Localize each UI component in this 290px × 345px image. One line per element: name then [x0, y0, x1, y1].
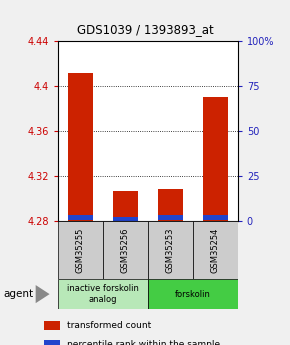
Text: forskolin: forskolin: [175, 289, 211, 299]
Text: GSM35255: GSM35255: [76, 227, 85, 273]
Text: GSM35254: GSM35254: [211, 227, 220, 273]
Bar: [203, 98, 228, 221]
Bar: [158, 189, 183, 221]
Bar: [44, 321, 60, 329]
Text: agent: agent: [3, 289, 33, 299]
Bar: [68, 215, 93, 220]
Bar: [113, 217, 138, 221]
Bar: [158, 215, 183, 220]
Bar: [68, 73, 93, 221]
Polygon shape: [36, 285, 50, 303]
Text: inactive forskolin
analog: inactive forskolin analog: [67, 284, 139, 304]
Bar: [203, 215, 228, 220]
Bar: [148, 221, 193, 279]
Text: transformed count: transformed count: [67, 321, 151, 329]
Text: GSM35256: GSM35256: [121, 227, 130, 273]
Text: percentile rank within the sample: percentile rank within the sample: [67, 341, 220, 345]
Bar: [58, 279, 148, 309]
Bar: [44, 341, 60, 345]
Bar: [103, 221, 148, 279]
Text: GDS1039 / 1393893_at: GDS1039 / 1393893_at: [77, 23, 213, 36]
Bar: [148, 279, 238, 309]
Bar: [193, 221, 238, 279]
Text: GSM35253: GSM35253: [166, 227, 175, 273]
Bar: [113, 190, 138, 221]
Bar: [58, 221, 103, 279]
